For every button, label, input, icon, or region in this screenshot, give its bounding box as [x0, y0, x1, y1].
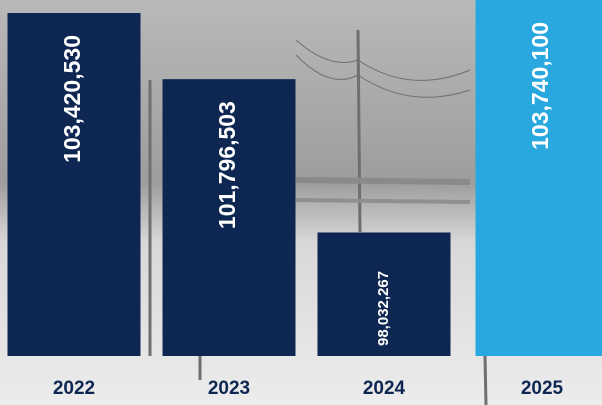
x-tick-label: 2025 [521, 378, 564, 399]
x-tick-label: 2023 [208, 378, 250, 399]
data-label: 98,032,267 [375, 271, 392, 346]
photo-details [148, 29, 488, 405]
data-label: 103,420,530 [59, 35, 85, 163]
x-tick-label: 2024 [363, 378, 406, 399]
bar [7, 13, 141, 356]
bar [475, 0, 602, 356]
bar [317, 232, 451, 356]
data-label: 101,796,503 [214, 101, 240, 229]
plot-area: 103,420,530 2022 101,796,503 2023 98,032,267… [7, 0, 602, 399]
bar [162, 79, 296, 357]
x-tick-label: 2022 [53, 378, 95, 399]
data-label: 103,740,100 [527, 22, 553, 150]
